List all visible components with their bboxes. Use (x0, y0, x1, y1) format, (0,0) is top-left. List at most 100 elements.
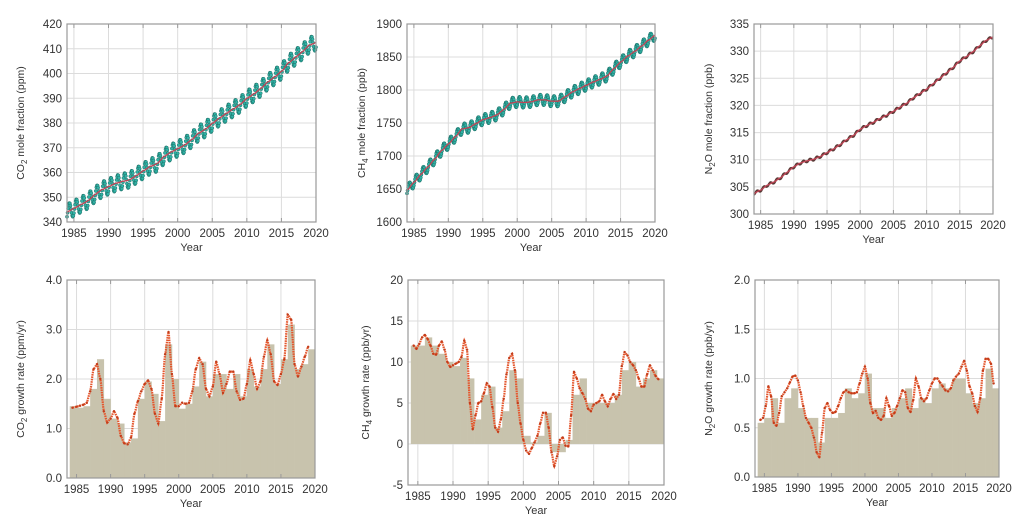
growth-curve-point (812, 436, 816, 439)
growth-curve-point (471, 428, 474, 431)
growth-curve-point (109, 417, 112, 420)
growth-curve-point (105, 421, 109, 424)
x-tick-label: 2020 (642, 228, 668, 240)
x-tick-label: 1995 (814, 220, 840, 232)
bar (287, 324, 295, 478)
growth-curve-point (796, 379, 800, 382)
growth-curve-point (941, 385, 944, 388)
growth-curve-point (211, 385, 215, 388)
growth-curve-point (221, 391, 225, 395)
growth-curve-point (775, 424, 778, 427)
growth-curve-point (293, 362, 296, 366)
monthly-point (137, 166, 142, 171)
growth-curve-point (623, 350, 626, 354)
growth-curve-point (505, 373, 508, 376)
monthly-point (213, 114, 218, 119)
bar (635, 386, 644, 444)
growth-curve-point (519, 422, 522, 425)
growth-curve-point (815, 451, 818, 454)
growth-curve-point (129, 436, 133, 439)
monthly-point (195, 139, 200, 143)
growth-curve-point (276, 383, 279, 387)
growth-curve-point (204, 387, 208, 391)
y-tick-label: 1.5 (734, 324, 750, 336)
monthly-point (130, 171, 135, 176)
growth-curve-point (791, 375, 794, 378)
x-tick-label: 2000 (847, 220, 873, 232)
y-axis-label-subscript: 4 (361, 158, 370, 163)
growth-curve-point (922, 399, 926, 403)
growth-curve-point (839, 397, 843, 400)
monthly-point (262, 78, 266, 83)
monthly-point (276, 67, 280, 72)
growth-curve-point (259, 380, 262, 383)
growth-curve-point (440, 340, 443, 343)
bar (438, 353, 447, 444)
growth-curve-point (572, 370, 576, 374)
y-tick-label: 0.0 (734, 472, 750, 484)
growth-curve-point (491, 405, 494, 409)
monthly-point (168, 155, 173, 159)
growth-curve-point (874, 409, 877, 413)
monthly-point (265, 87, 269, 92)
bar (274, 383, 282, 478)
growth-curve-point (946, 390, 950, 393)
bar (579, 378, 587, 444)
growth-curve-point (643, 385, 646, 388)
monthly-point (241, 95, 246, 99)
growth-curve (412, 333, 660, 470)
x-tick-label: 1985 (64, 484, 90, 496)
growth-curve-point (777, 411, 781, 415)
bar (905, 388, 913, 477)
growth-curve-point (654, 374, 657, 378)
x-tick-label: 1985 (405, 491, 431, 503)
growth-curve-point (810, 426, 813, 429)
x-tick-label: 2005 (539, 228, 565, 240)
x-tick-label: 2015 (947, 220, 973, 232)
growth-curve-line (759, 357, 995, 460)
monthly-point (300, 54, 305, 59)
growth-curve-point (911, 398, 915, 402)
bar (445, 362, 454, 444)
y-tick-label: 0 (397, 439, 403, 451)
growth-curve-point (920, 397, 923, 400)
bar (965, 393, 973, 477)
y-tick-label: 315 (730, 128, 749, 140)
bar (192, 386, 200, 478)
monthly-point (296, 48, 301, 52)
growth-curve-point (850, 392, 853, 395)
x-tick-label: 2010 (914, 220, 940, 232)
growth-curve-point (451, 364, 455, 367)
bar (294, 369, 302, 478)
bar (144, 381, 152, 478)
bar (938, 383, 946, 477)
x-tick-label: 2000 (852, 483, 878, 495)
y-tick-label: 330 (730, 46, 749, 58)
monthly-point (425, 168, 430, 173)
growth-curve-point (944, 389, 947, 392)
monthly-point (189, 142, 194, 147)
growth-curve-point (890, 414, 893, 418)
growth-curve-point (300, 365, 303, 368)
bar (226, 388, 234, 478)
x-tick-label: 2005 (546, 491, 572, 503)
bar (267, 344, 275, 478)
growth-curve-point (446, 360, 449, 364)
bar (952, 378, 960, 477)
bar (117, 423, 125, 478)
monthly-point (307, 48, 311, 52)
x-tick-label: 2015 (268, 484, 294, 496)
y-axis-label-subscript: 2 (20, 417, 29, 422)
growth-curve-point (780, 395, 784, 398)
growth-curve-point (85, 401, 88, 404)
x-tick-label: 2000 (166, 484, 192, 496)
growth-curve-point (561, 436, 564, 439)
growth-curve-point (527, 452, 531, 456)
growth-curve-point (564, 444, 567, 447)
growth-curve-point (957, 372, 960, 375)
growth-curve-point (785, 387, 789, 390)
monthly-point (220, 109, 225, 114)
bar (628, 362, 637, 444)
x-tick-label: 2015 (269, 228, 295, 240)
plot-frame (753, 23, 994, 215)
